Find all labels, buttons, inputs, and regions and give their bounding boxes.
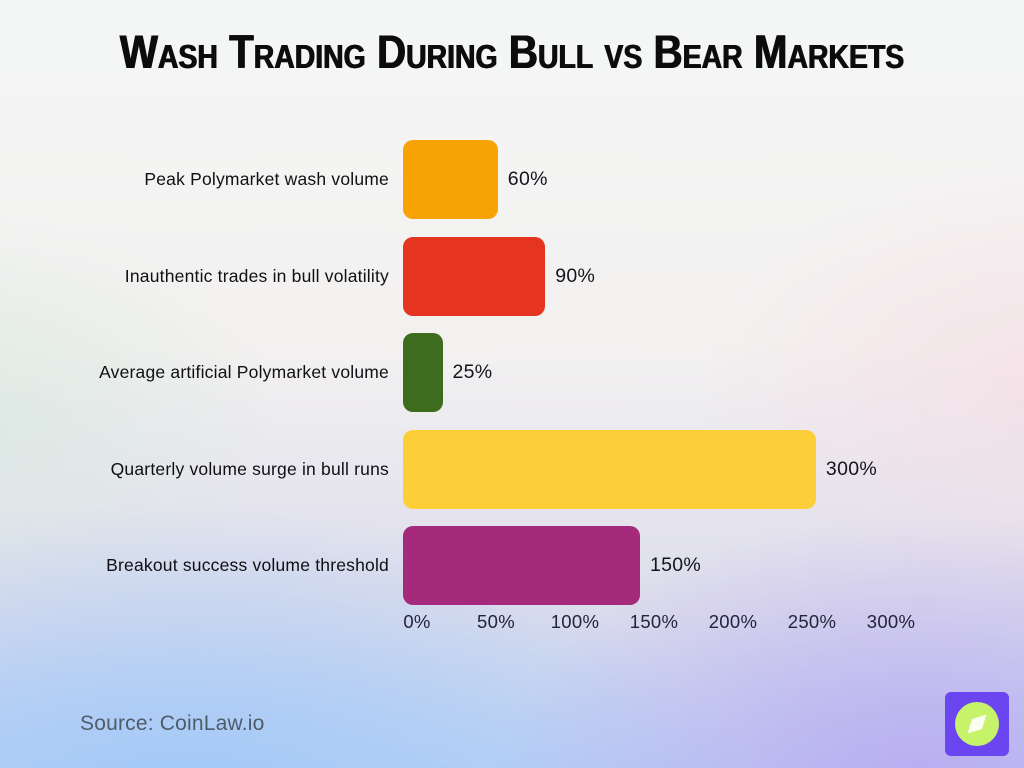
bar-60% — [403, 140, 498, 219]
category-label: Quarterly volume surge in bull runs — [110, 458, 389, 479]
bar-150% — [403, 526, 640, 605]
value-label: 300% — [825, 457, 877, 480]
bar-track: 60% — [403, 140, 877, 219]
category-label: Inauthentic trades in bull volatility — [124, 265, 389, 286]
bar-track: 25% — [403, 333, 877, 412]
bar-track: 90% — [403, 236, 877, 316]
bar-300% — [403, 429, 816, 509]
value-label: 25% — [452, 361, 493, 383]
x-tick: 300% — [866, 611, 916, 632]
x-tick: 50% — [477, 611, 515, 632]
chart-row: Quarterly volume surge in bull runs 300% — [66, 429, 877, 509]
value-label: 150% — [650, 554, 702, 576]
compass-icon — [955, 702, 999, 746]
category-label: Peak Polymarket wash volume — [144, 169, 389, 189]
source-attribution: Source: CoinLaw.io — [80, 712, 265, 735]
value-label: 90% — [555, 264, 596, 287]
bar-track: 150% — [403, 526, 877, 605]
coinlaw-logo — [945, 692, 1009, 756]
bar-chart: Peak Polymarket wash volume 60% Inauthenti… — [66, 140, 877, 605]
compass-needle-icon — [963, 710, 992, 739]
category-label: Average artificial Polymarket volume — [99, 362, 389, 382]
chart-row: Inauthentic trades in bull volatility 90% — [66, 236, 877, 316]
value-label: 60% — [507, 168, 548, 190]
chart-row: Average artificial Polymarket volume 25% — [66, 333, 877, 412]
category-label: Breakout success volume threshold — [106, 555, 389, 575]
chart-row: Breakout success volume threshold 150% — [66, 526, 877, 605]
x-axis: 0% 50% 100% 150% 200% 250% 300% — [403, 611, 915, 639]
bar-track: 300% — [403, 429, 877, 509]
chart-row: Peak Polymarket wash volume 60% — [66, 140, 877, 219]
x-tick: 150% — [629, 611, 679, 632]
x-tick: 0% — [403, 611, 431, 632]
x-tick: 200% — [708, 611, 758, 632]
chart-title: Wash Trading During Bull vs Bear Markets — [119, 25, 905, 78]
x-tick: 250% — [787, 611, 837, 632]
bar-25% — [403, 333, 443, 412]
x-tick: 100% — [550, 611, 600, 632]
bar-90% — [403, 236, 546, 316]
